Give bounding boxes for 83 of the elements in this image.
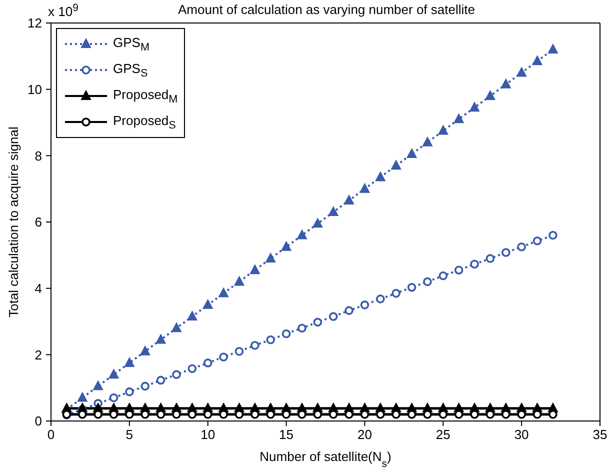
point	[391, 160, 402, 170]
point	[438, 125, 448, 135]
y-tick-label: 4	[34, 280, 42, 296]
point	[188, 364, 197, 373]
point	[328, 312, 338, 321]
point	[392, 288, 400, 298]
x-tick-label: 20	[357, 427, 372, 442]
point	[156, 376, 166, 385]
point	[375, 172, 386, 182]
point	[470, 260, 479, 269]
y-tick-label: 12	[28, 16, 42, 31]
point	[109, 393, 118, 402]
chart-title: Amount of calculation as varying number of satellite	[178, 2, 475, 17]
point	[360, 183, 370, 193]
point	[250, 264, 260, 274]
x-tick-label: 5	[126, 427, 134, 442]
point	[328, 206, 338, 216]
point	[532, 236, 542, 246]
point	[296, 230, 307, 240]
point	[282, 329, 291, 338]
point	[516, 67, 527, 77]
point	[281, 241, 292, 251]
point	[156, 334, 166, 344]
legend-label: GPS$_{M}$	[113, 34, 150, 54]
x-tick-label: 25	[436, 427, 450, 442]
point	[532, 56, 542, 66]
point	[438, 271, 448, 280]
point	[171, 322, 182, 332]
point	[266, 252, 276, 262]
legend-label: Proposed$_{S}$	[113, 112, 176, 132]
x-tick-label: 35	[592, 427, 608, 442]
point	[485, 90, 496, 100]
point	[93, 380, 104, 390]
point	[517, 242, 526, 252]
point	[423, 277, 432, 286]
point	[454, 266, 464, 274]
legend-label: GPS$_{S}$	[113, 60, 148, 80]
text: x 10$^{9}$	[48, 2, 79, 19]
y-tick-label: 10	[28, 82, 42, 97]
point	[548, 230, 558, 240]
point	[312, 218, 323, 228]
point	[360, 300, 370, 310]
point	[250, 340, 260, 350]
point	[344, 306, 354, 315]
y-tick-label: 6	[34, 214, 42, 230]
point	[313, 318, 322, 327]
y-tick-label: 8	[34, 148, 42, 164]
point	[108, 369, 119, 379]
point	[218, 288, 229, 298]
x-axis-title: Number of satellite(N$_{s}$)	[260, 449, 392, 470]
point	[124, 357, 134, 367]
x-tick-label: 10	[200, 427, 216, 442]
point	[140, 382, 150, 391]
point	[202, 299, 213, 309]
point	[234, 346, 244, 356]
point	[234, 276, 244, 286]
point	[548, 44, 558, 54]
point	[140, 346, 150, 356]
point	[219, 352, 228, 362]
point	[344, 194, 354, 204]
point	[470, 102, 480, 112]
point	[454, 114, 464, 124]
point	[500, 78, 511, 88]
y-tick-label: 0	[34, 414, 42, 429]
point	[406, 148, 417, 158]
point	[376, 294, 385, 304]
point	[486, 254, 495, 263]
point	[407, 282, 416, 292]
point	[187, 311, 198, 321]
point	[298, 324, 306, 333]
point	[422, 136, 432, 146]
legend-label: Proposed$_{M}$	[113, 86, 178, 106]
point	[125, 387, 134, 396]
x-tick-label: 30	[514, 427, 529, 442]
x-tick-label: 0	[47, 427, 55, 442]
point	[172, 370, 181, 379]
y-tick-label: 2	[34, 347, 42, 362]
point	[266, 335, 275, 344]
x-tick-label: 15	[279, 427, 294, 442]
point	[77, 392, 88, 402]
y-axis-title: Total calculation to acquire signal	[6, 126, 21, 318]
point	[203, 358, 212, 368]
point	[501, 248, 510, 257]
